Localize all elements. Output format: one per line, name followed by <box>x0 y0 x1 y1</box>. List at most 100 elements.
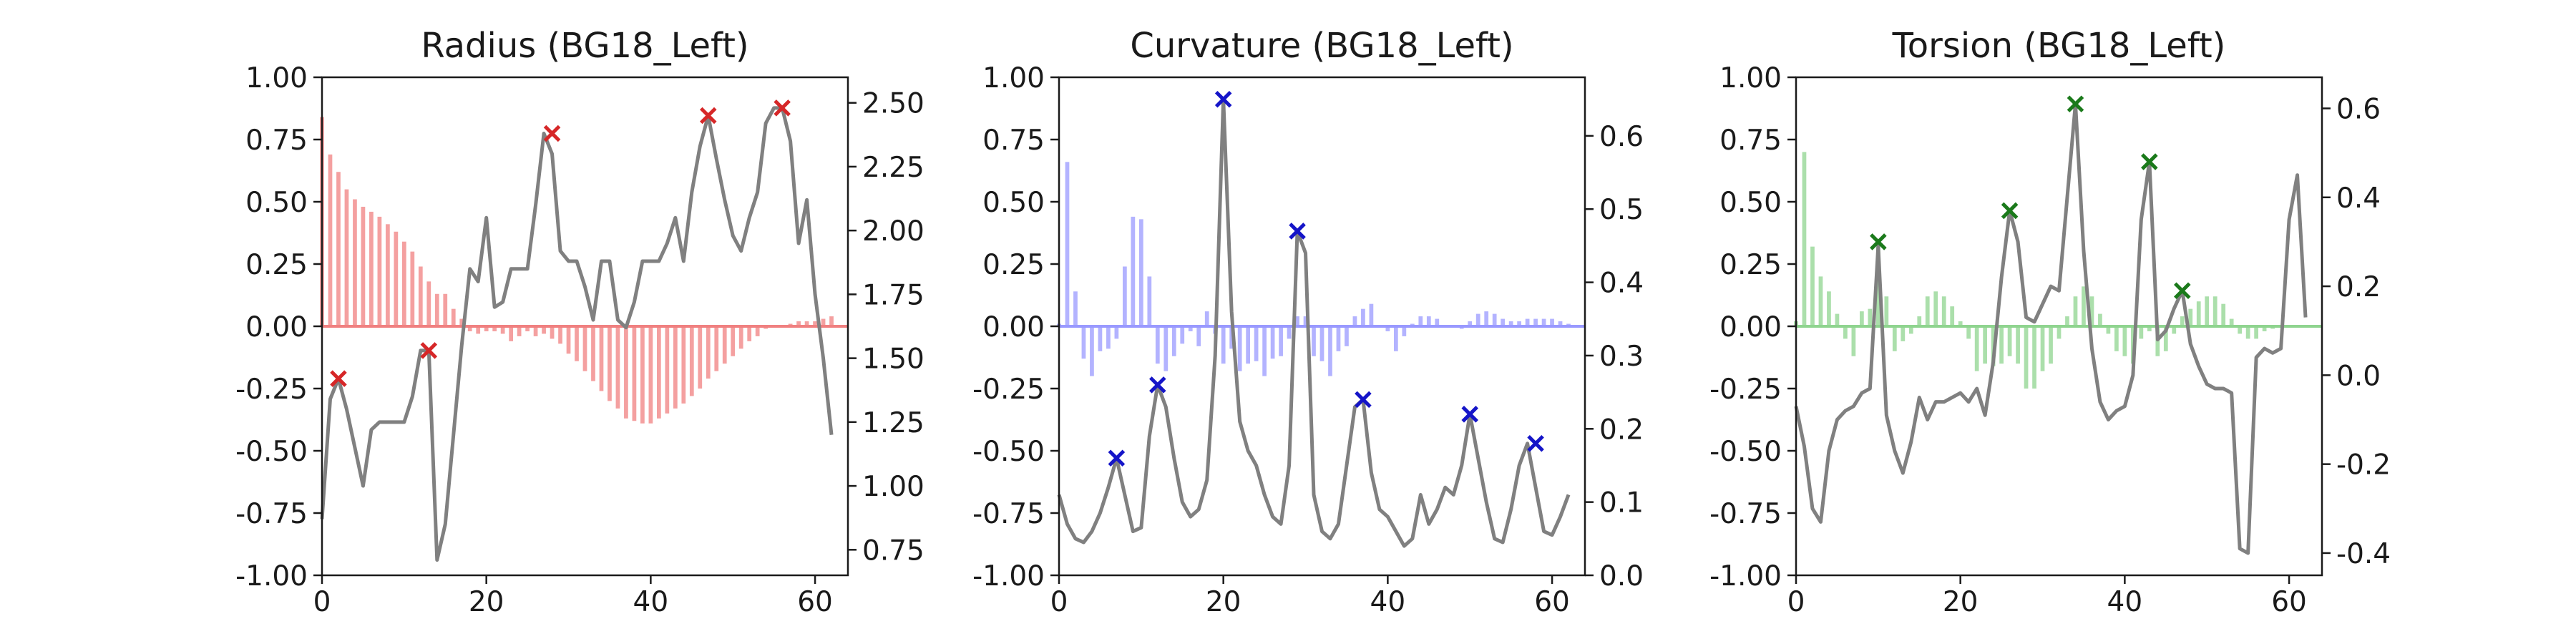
curvature-x-tick-label: 0 <box>1050 586 1068 618</box>
torsion-bar <box>1908 326 1913 334</box>
torsion-line <box>1794 102 2308 555</box>
curvature-bar <box>1229 326 1234 349</box>
radius-bar <box>386 224 390 326</box>
curvature-peak-marker <box>1461 406 1478 423</box>
torsion-bar <box>1884 296 1889 326</box>
radius-peak-marker <box>420 342 438 359</box>
torsion-bar <box>1802 152 1807 326</box>
radius-right-tick-label: 0.75 <box>862 535 924 567</box>
radius-bar <box>722 326 727 364</box>
radius-bar <box>410 251 415 326</box>
radius-bar <box>566 326 571 354</box>
curvature-bar <box>1180 326 1185 344</box>
torsion-left-tick-label: -1.00 <box>1709 560 1782 592</box>
torsion-bar <box>2262 326 2267 331</box>
curvature-bar <box>1501 318 1506 326</box>
radius-panel-title: Radius (BG18_Left) <box>421 26 748 66</box>
curvature-bar <box>1525 318 1530 326</box>
curvature-bar <box>1418 316 1423 326</box>
torsion-bar <box>1892 326 1897 351</box>
curvature-bar <box>1312 326 1316 356</box>
torsion-bar <box>1983 326 1988 364</box>
radius-x-tick-label: 0 <box>313 586 331 618</box>
torsion-bar <box>1901 326 1906 341</box>
radius-panel: Radius (BG18_Left) 0 20 40 60 -1.00 -0.75 -0.5… <box>235 26 924 618</box>
torsion-bar <box>2254 326 2258 339</box>
radius-bar <box>656 326 661 419</box>
torsion-bar <box>2172 326 2177 334</box>
radius-peak-marker <box>330 370 347 387</box>
curvature-x-tick-label: 60 <box>1534 586 1570 618</box>
torsion-bar <box>1810 246 1815 326</box>
radius-bar <box>558 326 562 344</box>
curvature-peak-marker <box>1355 391 1372 409</box>
curvature-left-tick-label: -0.75 <box>972 498 1045 530</box>
torsion-left-tick-label: -0.25 <box>1709 374 1782 406</box>
torsion-peak-marker <box>2067 95 2084 113</box>
radius-bar <box>698 326 703 389</box>
radius-bar <box>377 216 382 326</box>
torsion-bar <box>2188 308 2193 326</box>
radius-bar <box>731 326 736 356</box>
radius-bar <box>426 281 431 326</box>
curvature-bar <box>1328 326 1332 376</box>
torsion-bar <box>2122 326 2127 356</box>
radius-bar <box>517 326 522 336</box>
torsion-bar <box>2212 296 2218 326</box>
curvature-bar <box>1484 311 1489 326</box>
torsion-bar <box>1818 276 1823 326</box>
curvature-bar <box>1073 291 1078 326</box>
radius-bar <box>434 293 439 326</box>
curvature-bar <box>1138 219 1143 326</box>
curvature-bar <box>1254 326 1259 361</box>
torsion-bar <box>2221 303 2226 326</box>
radius-left-tick-label: 0.00 <box>245 311 308 343</box>
curvature-left-tick-label: 0.00 <box>982 311 1045 343</box>
curvature-right-tick-label: 0.4 <box>1599 268 1644 300</box>
curvature-bar <box>1196 326 1201 346</box>
curvature-bar <box>1393 326 1398 351</box>
radius-bar <box>804 321 809 326</box>
torsion-bar <box>1835 313 1840 326</box>
curvature-bar <box>1262 326 1267 376</box>
torsion-bar <box>2082 286 2086 326</box>
radius-bar <box>525 326 530 331</box>
curvature-bar <box>1475 313 1480 326</box>
radius-bar <box>624 326 628 419</box>
curvature-bar <box>1131 216 1136 326</box>
curvature-peak-marker <box>1289 223 1306 240</box>
torsion-x-tick-label: 60 <box>2271 586 2307 618</box>
torsion-bar <box>2089 296 2094 326</box>
curvature-right-tick-label: 0.1 <box>1599 487 1644 519</box>
radius-peak-markers <box>330 99 791 387</box>
curvature-x-tick-label: 20 <box>1206 586 1241 618</box>
radius-bar <box>681 326 686 404</box>
torsion-bar <box>1950 306 1955 326</box>
torsion-bar <box>2098 313 2102 326</box>
radius-bar <box>443 293 448 326</box>
torsion-right-tick-label: 0.6 <box>2336 94 2381 126</box>
radius-bar <box>689 326 694 396</box>
curvature-bar <box>1090 326 1094 376</box>
torsion-bar <box>2016 326 2020 364</box>
torsion-left-tick-label: 0.00 <box>1719 311 1782 343</box>
torsion-bar <box>1974 326 1979 371</box>
curvature-left-tick-label: -0.25 <box>972 374 1045 406</box>
curvature-right-tick-label: 0.0 <box>1599 560 1644 592</box>
radius-right-tick-label: 1.25 <box>862 407 924 439</box>
torsion-peak-marker <box>2173 282 2191 300</box>
radius-bar <box>575 326 579 361</box>
torsion-bar <box>1966 326 1971 339</box>
curvature-bar <box>1295 316 1299 326</box>
radius-bar <box>615 326 620 409</box>
torsion-peak-marker <box>2001 202 2019 220</box>
curvature-bar <box>1163 326 1169 371</box>
radius-right-tick-label: 2.25 <box>862 152 924 184</box>
radius-peak-marker <box>699 107 717 125</box>
curvature-bar <box>1155 326 1160 364</box>
curvature-bar <box>1204 311 1209 326</box>
radius-right-tick-label: 2.00 <box>862 215 924 248</box>
radius-right-tick-label: 1.00 <box>862 471 924 503</box>
curvature-bar <box>1279 326 1283 356</box>
